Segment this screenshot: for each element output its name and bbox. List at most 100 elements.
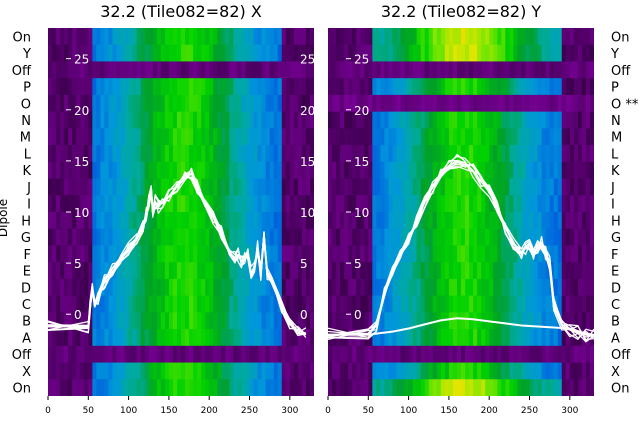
heatmap-cell bbox=[80, 111, 85, 129]
heatmap-cell bbox=[164, 44, 170, 63]
row-label: J bbox=[26, 181, 31, 196]
heatmap-cell bbox=[249, 61, 255, 79]
heatmap-cell bbox=[525, 312, 531, 330]
heatmap-cell bbox=[72, 145, 77, 163]
heatmap-cell bbox=[68, 61, 73, 79]
heatmap-cell bbox=[136, 178, 142, 196]
heatmap-cell bbox=[277, 329, 283, 347]
heatmap-cell bbox=[96, 312, 101, 330]
heatmap-cell bbox=[368, 362, 373, 380]
heatmap-cell bbox=[380, 379, 386, 396]
heatmap-cell bbox=[132, 312, 138, 330]
heatmap-cell bbox=[444, 178, 450, 196]
heatmap-cell bbox=[420, 44, 426, 63]
heatmap-cell bbox=[513, 362, 519, 380]
heatmap-cell bbox=[277, 61, 283, 79]
heatmap-cell bbox=[76, 161, 81, 180]
heatmap-cell bbox=[120, 94, 126, 113]
heatmap-cell bbox=[408, 278, 414, 297]
heatmap-cell bbox=[245, 195, 251, 213]
heatmap-cell bbox=[309, 195, 314, 213]
heatmap-cell bbox=[505, 178, 510, 196]
heatmap-cell bbox=[352, 345, 357, 364]
heatmap-cell bbox=[108, 312, 114, 330]
heatmap-cell bbox=[297, 245, 303, 263]
heatmap-cell bbox=[465, 245, 470, 263]
heatmap-cell bbox=[388, 212, 394, 230]
heatmap-cell bbox=[444, 245, 450, 263]
heatmap-cell bbox=[189, 61, 194, 79]
heatmap-cell bbox=[589, 44, 594, 63]
heatmap-cell bbox=[140, 78, 146, 96]
heatmap-cell bbox=[529, 379, 535, 396]
heatmap-cell bbox=[281, 245, 287, 263]
heatmap-cell bbox=[76, 312, 81, 330]
heatmap-cell bbox=[136, 145, 142, 163]
heatmap-cell bbox=[265, 94, 271, 113]
heatmap-cell bbox=[352, 111, 357, 129]
heatmap-cell bbox=[309, 278, 314, 297]
heatmap-cell bbox=[328, 295, 333, 313]
heatmap-cell bbox=[176, 94, 182, 113]
heatmap-cell bbox=[241, 44, 247, 63]
heatmap-cell bbox=[124, 161, 130, 180]
row-label: B bbox=[611, 315, 620, 330]
heatmap-cell bbox=[336, 111, 341, 129]
heatmap-cell bbox=[144, 295, 150, 313]
heatmap-cell bbox=[88, 78, 93, 96]
heatmap-cell bbox=[420, 161, 426, 180]
heatmap-cell bbox=[501, 228, 506, 247]
heatmap-cell bbox=[348, 28, 353, 46]
heatmap-cell bbox=[400, 128, 406, 146]
heatmap-cell bbox=[420, 295, 426, 313]
heatmap-cell bbox=[273, 228, 279, 247]
heatmap-cell bbox=[88, 61, 93, 79]
heatmap-cell bbox=[257, 312, 263, 330]
heatmap-cell bbox=[372, 128, 377, 146]
heatmap-cell bbox=[477, 295, 482, 313]
heatmap-cell bbox=[380, 212, 386, 230]
heatmap-cell bbox=[420, 228, 426, 247]
heatmap-cell bbox=[529, 345, 535, 364]
heatmap-cell bbox=[529, 111, 535, 129]
heatmap-cell bbox=[148, 128, 154, 146]
heatmap-cell bbox=[356, 94, 361, 113]
heatmap-cell bbox=[164, 128, 170, 146]
heatmap-cell bbox=[285, 245, 291, 263]
heatmap-cell bbox=[297, 61, 303, 79]
heatmap-cell bbox=[60, 161, 65, 180]
heatmap-cell bbox=[136, 245, 142, 263]
heatmap-cell bbox=[424, 362, 430, 380]
heatmap-cell bbox=[48, 278, 53, 297]
heatmap-cell bbox=[432, 78, 438, 96]
heatmap-cell bbox=[132, 28, 138, 46]
heatmap-cell bbox=[64, 78, 69, 96]
heatmap-cell bbox=[533, 345, 539, 364]
heatmap-cell bbox=[545, 312, 551, 330]
heatmap-cell bbox=[152, 161, 158, 180]
heatmap-cell bbox=[277, 161, 283, 180]
heatmap-cell bbox=[561, 228, 567, 247]
heatmap-cell bbox=[100, 195, 106, 213]
heatmap-cell bbox=[128, 128, 134, 146]
heatmap-cell bbox=[176, 145, 182, 163]
heatmap-cell bbox=[392, 195, 398, 213]
heatmap-cell bbox=[408, 345, 414, 364]
heatmap-cell bbox=[213, 262, 218, 280]
heatmap-cell bbox=[372, 212, 377, 230]
heatmap-cell bbox=[493, 212, 498, 230]
x-tick-label: 0 bbox=[325, 406, 331, 416]
heatmap-cell bbox=[440, 128, 446, 146]
heatmap-cell bbox=[461, 94, 466, 113]
heatmap-cell bbox=[148, 212, 154, 230]
heatmap-cell bbox=[340, 128, 345, 146]
heatmap-cell bbox=[76, 278, 81, 297]
heatmap-cell bbox=[513, 329, 519, 347]
heatmap-cell bbox=[68, 312, 73, 330]
heatmap-cell bbox=[348, 78, 353, 96]
heatmap-cell bbox=[136, 329, 142, 347]
heatmap-cell bbox=[56, 44, 61, 63]
heatmap-cell bbox=[233, 111, 239, 129]
heatmap-cell bbox=[257, 228, 263, 247]
heatmap-cell bbox=[448, 278, 454, 297]
